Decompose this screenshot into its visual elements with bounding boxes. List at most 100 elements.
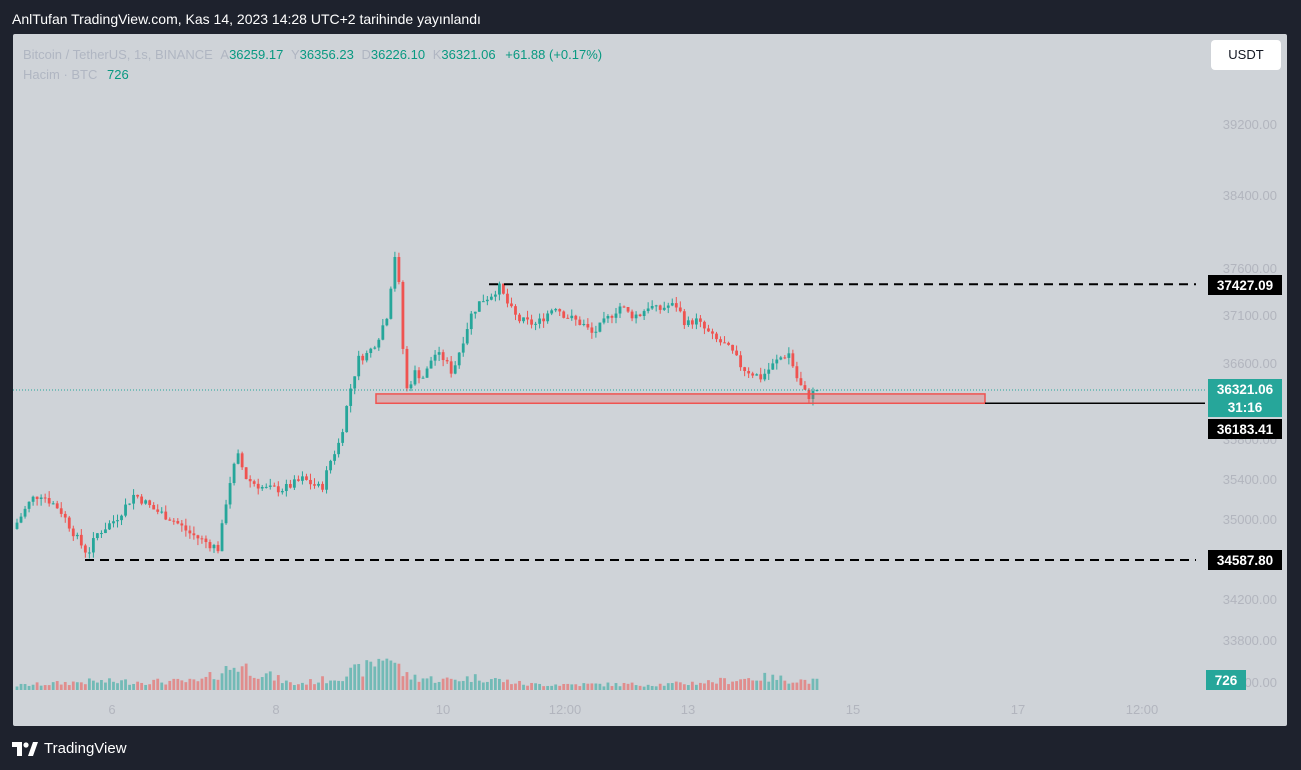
candle-body bbox=[244, 467, 248, 480]
volume-price-tag bbox=[1206, 670, 1246, 690]
candle-body bbox=[381, 325, 385, 340]
candle-body bbox=[578, 319, 582, 326]
candle-body bbox=[373, 347, 377, 349]
volume-bar bbox=[196, 681, 200, 690]
volume-bar bbox=[184, 682, 188, 690]
volume-bar bbox=[176, 678, 180, 690]
candle-body bbox=[445, 360, 449, 362]
volume-bar bbox=[469, 681, 473, 690]
candle-body bbox=[610, 315, 614, 318]
candle-body bbox=[305, 476, 308, 480]
volume-bar bbox=[405, 672, 409, 690]
candle-body bbox=[562, 311, 566, 318]
volume-bar bbox=[104, 682, 107, 690]
candle-body bbox=[493, 294, 497, 297]
candle-body bbox=[301, 476, 304, 481]
volume-price-label: 726 bbox=[1215, 673, 1238, 688]
y-tick-label: 35400.00 bbox=[1223, 472, 1277, 487]
candle-body bbox=[112, 521, 115, 524]
candle-body bbox=[522, 317, 525, 322]
volume-bar bbox=[369, 661, 373, 690]
candle-body bbox=[554, 309, 558, 311]
candle-body bbox=[232, 463, 236, 484]
support-zone-box[interactable] bbox=[375, 393, 986, 405]
candle-body bbox=[542, 318, 546, 322]
x-tick-label: 17 bbox=[1011, 702, 1025, 717]
volume-bar bbox=[325, 683, 328, 690]
volume-bar bbox=[526, 685, 529, 690]
candle-body bbox=[550, 310, 554, 314]
candle-body bbox=[228, 483, 232, 505]
candle-body bbox=[803, 385, 807, 390]
resistance-price-tag bbox=[1208, 275, 1282, 295]
candle-body bbox=[19, 516, 23, 523]
volume-bar bbox=[682, 684, 686, 690]
volume-bar bbox=[694, 684, 698, 690]
candle-body bbox=[180, 523, 184, 526]
volume-label[interactable]: Hacim · BTC bbox=[23, 67, 98, 82]
volume-bar bbox=[602, 686, 606, 690]
volume-bar bbox=[236, 671, 240, 690]
volume-bar bbox=[739, 679, 743, 690]
candle-body bbox=[654, 305, 658, 307]
volume-bar bbox=[389, 660, 393, 690]
candle-body bbox=[132, 494, 135, 504]
volume-bar bbox=[280, 683, 284, 690]
candle-body bbox=[55, 503, 59, 509]
volume-bar bbox=[365, 660, 369, 690]
candle-body bbox=[361, 355, 365, 361]
open-value: 36259.17 bbox=[229, 47, 284, 62]
volume-bar bbox=[313, 684, 316, 690]
volume-bar bbox=[148, 684, 152, 690]
publisher-caption: AnlTufan TradingView.com, Kas 14, 2023 1… bbox=[12, 11, 481, 27]
brand-logo[interactable]: TradingView bbox=[12, 740, 127, 757]
volume-bar bbox=[63, 681, 67, 690]
candle-body bbox=[598, 322, 602, 332]
volume-bar bbox=[662, 685, 666, 690]
volume-bar bbox=[481, 682, 485, 690]
volume-bar bbox=[658, 683, 662, 690]
candle-body bbox=[385, 318, 389, 326]
candle-body bbox=[526, 317, 529, 320]
candle-body bbox=[751, 373, 755, 376]
candle-body bbox=[204, 538, 208, 543]
volume-bar bbox=[626, 683, 630, 690]
candle-body bbox=[743, 367, 747, 372]
candle-body bbox=[811, 390, 815, 400]
volume-bar bbox=[337, 680, 341, 690]
volume-bar bbox=[654, 686, 658, 690]
candle-body bbox=[686, 320, 690, 326]
candle-body bbox=[498, 283, 501, 295]
candle-body bbox=[433, 354, 437, 361]
volume-bar bbox=[124, 679, 127, 690]
volume-bar bbox=[646, 684, 650, 690]
chart-pane[interactable]: 39200.00 38400.00 37600.00 37100.00 36600.00… bbox=[13, 34, 1287, 726]
volume-bar bbox=[112, 681, 115, 690]
symbol-name[interactable]: Bitcoin / TetherUS, 1s, BINANCE bbox=[23, 47, 213, 62]
volume-bar bbox=[51, 682, 55, 690]
candle-body bbox=[67, 517, 71, 529]
volume-bar bbox=[168, 680, 172, 690]
candle-body bbox=[309, 479, 312, 485]
candle-body bbox=[441, 352, 445, 361]
currency-button[interactable]: USDT bbox=[1211, 40, 1281, 70]
volume-bar bbox=[216, 679, 220, 690]
current-price-tag bbox=[1208, 379, 1282, 417]
candle-body bbox=[15, 522, 19, 529]
ohlc-row: Bitcoin / TetherUS, 1s, BINANCE A36259.1… bbox=[23, 45, 602, 65]
candle-body bbox=[100, 533, 103, 535]
volume-bar bbox=[514, 683, 517, 690]
volume-bar bbox=[674, 681, 678, 690]
candle-body bbox=[759, 374, 763, 380]
volume-bar bbox=[727, 684, 730, 690]
candle-body bbox=[397, 256, 401, 282]
candle-body bbox=[461, 343, 465, 353]
tradingview-logo-icon bbox=[12, 741, 38, 756]
candle-body bbox=[284, 484, 288, 492]
candle-body bbox=[421, 377, 425, 379]
volume-bar bbox=[200, 678, 204, 690]
candle-body bbox=[39, 497, 43, 500]
price-chart[interactable]: 39200.00 38400.00 37600.00 37100.00 36600.00… bbox=[13, 34, 1287, 726]
volume-bar bbox=[594, 683, 598, 690]
candle-body bbox=[365, 353, 369, 361]
